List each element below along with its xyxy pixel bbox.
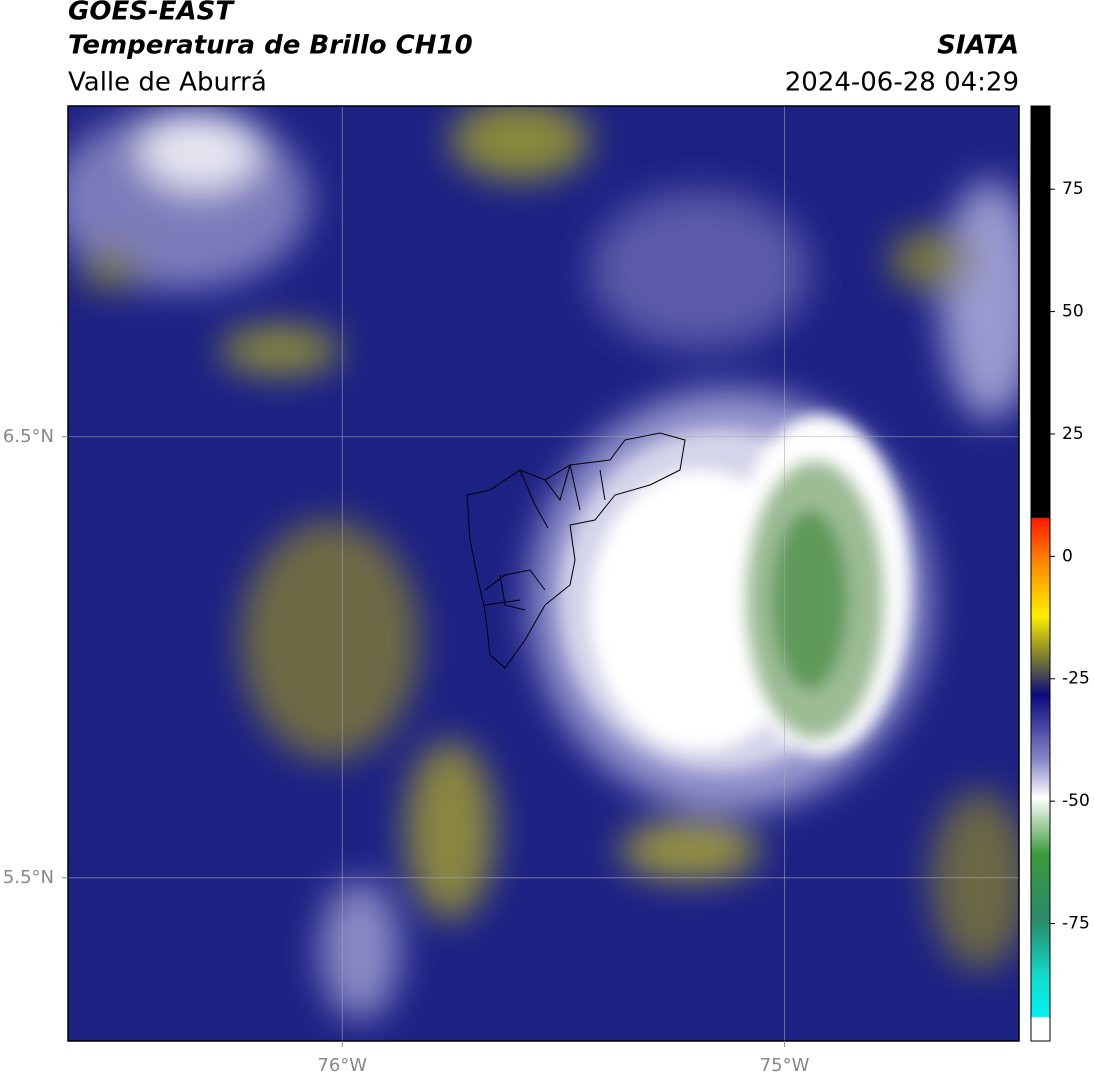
y-tick-label: 5.5°N (3, 867, 54, 888)
colorbar-tick-label: 0 (1062, 546, 1073, 566)
timestamp: 2024-06-28 04:29 (785, 68, 1019, 98)
colorbar (1030, 105, 1051, 1042)
region: Valle de Aburrá (68, 68, 267, 98)
ticks: 76°W 75°W 6.5°N 5.5°N 75 50 25 0 -25 -50 -75 (3, 179, 1090, 1076)
source: SIATA (937, 31, 1019, 61)
valley-outline (466, 432, 686, 669)
colorbar-tick-label: 75 (1062, 179, 1084, 199)
map-grid (68, 106, 1019, 1041)
map-frame (67, 105, 1020, 1042)
satellite-image (68, 106, 1019, 1041)
colorbar-tick-label: 50 (1062, 302, 1084, 322)
title: GOES-EAST (68, 0, 235, 27)
colorbar-tick-label: 25 (1062, 424, 1084, 444)
subtitle: Temperatura de Brillo CH10 (68, 31, 473, 61)
x-tick-label: 75°W (760, 1055, 810, 1076)
x-tick-label: 76°W (317, 1055, 367, 1076)
y-tick-label: 6.5°N (3, 426, 54, 447)
colorbar-tick-label: -75 (1062, 914, 1090, 934)
colorbar-tick-label: -50 (1062, 791, 1090, 811)
colorbar-tick-label: -25 (1062, 669, 1090, 689)
